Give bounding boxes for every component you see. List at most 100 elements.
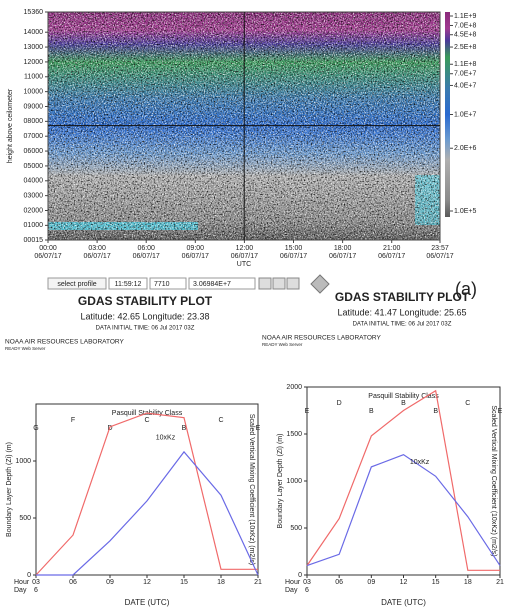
x-tick-label: 12	[143, 579, 151, 586]
x-tick-label: 21	[496, 579, 504, 586]
y-tick-label: 0	[27, 572, 31, 579]
colorbar-label: 1.1E+8	[454, 61, 476, 68]
y-tick-label: 10000	[24, 88, 44, 95]
y-tick-label: 2000	[286, 384, 302, 391]
hour-label: Hour	[14, 579, 30, 586]
value-field	[188, 277, 256, 290]
colorbar-label: 4.5E+8	[454, 32, 476, 39]
source: NOAA AIR RESOURCES LABORATORY	[262, 335, 382, 342]
x-date-label: 06/07/17	[231, 253, 258, 260]
button-label: select profile	[57, 281, 96, 288]
zoom-button[interactable]	[272, 277, 286, 290]
y-tick-label: 13000	[24, 44, 44, 51]
y-tick-label: 07000	[24, 133, 44, 140]
day-value: 6	[305, 587, 309, 594]
y-tick-label: 1000	[286, 478, 302, 485]
y-tick-label: 09000	[24, 103, 44, 110]
init-time: DATA INITIAL TIME: 06 Jul 2017 03Z	[353, 322, 452, 328]
stability-class: B	[401, 400, 406, 407]
y-tick-label: 0	[298, 572, 302, 579]
x-tick-label: 18:00	[334, 245, 352, 252]
x-tick-label: 09	[367, 579, 375, 586]
y2-axis-title: Scaled Vertical Mixing Coefficient (10xK…	[248, 414, 255, 565]
series-line	[35, 412, 258, 576]
series-line	[306, 454, 501, 567]
y-tick-label: 11000	[24, 74, 43, 81]
x-tick-label: 21	[254, 579, 262, 586]
colorbar-label: 2.0E+6	[454, 145, 476, 152]
colorbar-label: 4.0E+7	[454, 82, 476, 89]
x-tick-label: 06:00	[137, 245, 155, 252]
colorbar-label: 2.5E+8	[454, 44, 476, 51]
y-tick-label: 05000	[24, 163, 44, 170]
x-tick-label: 09	[106, 579, 114, 586]
series-annotation: 10xKz	[410, 459, 430, 466]
y-tick-label: 00015	[24, 237, 44, 244]
class-label: Pasquill Stability Class	[368, 393, 439, 400]
day-value: 6	[34, 587, 38, 594]
x-date-label: 06/07/17	[280, 253, 307, 260]
series-annotation: 10xKz	[156, 435, 176, 442]
y-tick-label: 15360	[24, 9, 44, 16]
stability-class: C	[465, 400, 470, 407]
init-time: DATA INITIAL TIME: 06 Jul 2017 03Z	[96, 326, 195, 332]
y-tick-label: 04000	[24, 178, 44, 185]
series-line	[36, 450, 259, 576]
stability-class: B	[369, 408, 374, 415]
colorbar-label: 7.0E+8	[454, 22, 476, 29]
x-date-label: 06/07/17	[329, 253, 356, 260]
stability-class: F	[71, 417, 75, 424]
x-tick-label: 03	[303, 579, 311, 586]
source: NOAA AIR RESOURCES LABORATORY	[5, 339, 125, 346]
x-tick-label: 21:00	[383, 245, 401, 252]
x-tick-label: 06	[335, 579, 343, 586]
colorbar-label: 1.1E+9	[454, 13, 476, 20]
y-tick-label: 1000	[15, 458, 31, 465]
x-tick-label: 09:00	[187, 245, 205, 252]
stability-class: G	[33, 425, 38, 432]
chart-title: GDAS STABILITY PLOT	[335, 290, 470, 304]
backscatter-value: 3.06984E+7	[193, 281, 231, 288]
colorbar-label: 7.0E+7	[454, 71, 476, 78]
x-axis-title: DATE (UTC)	[381, 598, 426, 607]
source-sub: READY Web Server	[5, 346, 46, 351]
hour-label: Hour	[285, 579, 301, 586]
chart-subtitle: Latitude: 42.65 Longitude: 23.38	[80, 311, 209, 321]
stability-class: E	[305, 408, 310, 415]
x-tick-label: 15:00	[285, 245, 303, 252]
select-profile-button[interactable]	[47, 277, 107, 290]
zoom-button[interactable]	[286, 277, 300, 290]
y-tick-label: 14000	[24, 29, 44, 36]
stability-class: C	[144, 417, 149, 424]
y-tick-label: 01000	[24, 222, 44, 229]
x-date-label: 06/07/17	[83, 253, 110, 260]
colorbar-label: 1.0E+7	[454, 111, 476, 118]
x-tick-label: 12:00	[236, 245, 254, 252]
stability-class: B	[433, 408, 438, 415]
x-tick-label: 12	[400, 579, 408, 586]
y-tick-label: 06000	[24, 148, 44, 155]
stability-class: C	[218, 417, 223, 424]
series-line	[306, 389, 500, 571]
y-axis-title: Boundary Layer Depth (Zi) (m)	[277, 434, 284, 529]
y-tick-label: 08000	[24, 118, 44, 125]
plot-frame	[306, 386, 501, 576]
x-tick-label: 23:57	[431, 245, 449, 252]
chart-title: GDAS STABILITY PLOT	[78, 294, 213, 308]
x-tick-label: 00:00	[39, 245, 57, 252]
x-date-label: 06/07/17	[378, 253, 405, 260]
x-tick-label: 18	[217, 579, 225, 586]
x-axis-title: DATE (UTC)	[125, 598, 170, 607]
stability-class: E	[498, 408, 503, 415]
zoom-button[interactable]	[258, 277, 272, 290]
y-tick-label: 500	[19, 515, 31, 522]
pan-button[interactable]	[310, 274, 330, 294]
y-tick-label: 500	[290, 525, 302, 532]
y2-axis-title: Scaled Vertical Mixing Coefficient (10xK…	[490, 405, 497, 556]
time-field	[108, 277, 148, 290]
height-value: 7710	[154, 281, 170, 288]
y-tick-label: 1500	[286, 431, 302, 438]
x-date-label: 06/07/17	[182, 253, 209, 260]
plot-frame	[35, 403, 259, 576]
